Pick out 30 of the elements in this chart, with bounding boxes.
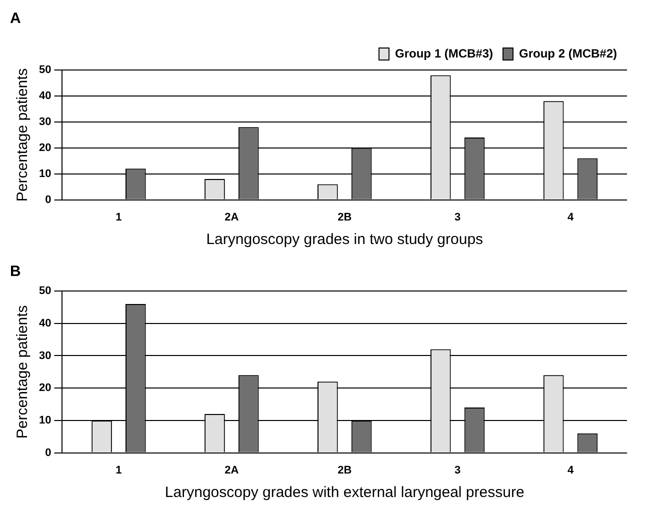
- y-tick-label: 20: [38, 382, 52, 394]
- x-axis-title: Laryngoscopy grades with external laryngeal pressure: [164, 484, 524, 502]
- y-tick-label: 40: [38, 90, 52, 102]
- x-tick-label: 4: [567, 211, 574, 224]
- chart-title: B: [10, 263, 21, 280]
- x-tick-label: 2B: [338, 211, 352, 224]
- y-tick-label: 50: [38, 285, 52, 298]
- x-tick-label: 2A: [224, 464, 239, 476]
- y-tick-label: 20: [38, 142, 52, 154]
- x-tick-label: 3: [454, 464, 461, 476]
- y-tick-label: 0: [45, 446, 52, 459]
- legend-label: Group 2 (MCB#2): [518, 46, 618, 60]
- legend-label: Group 1 (MCB#3): [394, 46, 494, 60]
- x-tick-label: 4: [567, 464, 574, 476]
- y-tick-label: 10: [38, 414, 52, 426]
- y-tick-label: 30: [38, 116, 52, 128]
- chart-title: A: [10, 10, 21, 28]
- y-axis-title: Percentage patients: [14, 305, 32, 439]
- y-tick-label: 40: [38, 317, 52, 330]
- y-tick-label: 0: [45, 194, 52, 206]
- x-tick-label: 1: [116, 464, 122, 476]
- x-tick-label: 3: [454, 211, 461, 224]
- x-axis-title: Laryngoscopy grades in two study groups: [206, 231, 484, 248]
- y-axis-title: Percentage patients: [14, 68, 32, 202]
- y-tick-label: 30: [38, 350, 52, 362]
- y-tick-label: 10: [38, 168, 52, 180]
- y-tick-label: 50: [38, 64, 52, 76]
- x-tick-label: 2A: [224, 211, 239, 224]
- x-tick-label: 1: [116, 211, 122, 224]
- x-tick-label: 2B: [338, 464, 352, 476]
